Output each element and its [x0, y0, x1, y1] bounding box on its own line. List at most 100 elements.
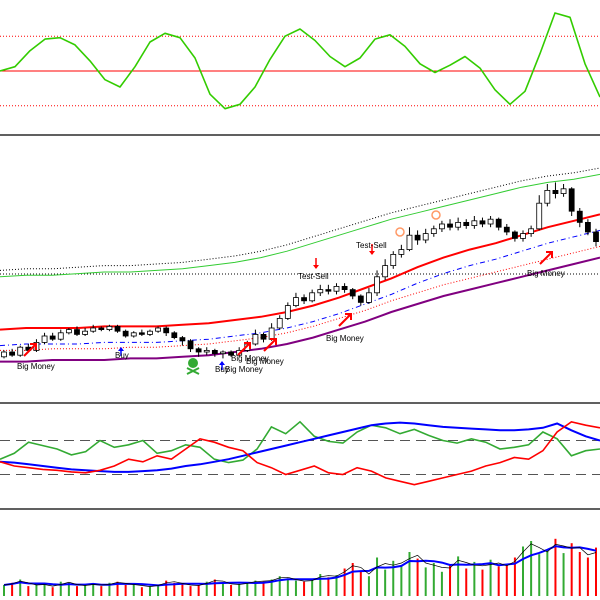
candle-body [398, 249, 405, 255]
candle-body [301, 297, 307, 302]
annotation-label: Test-Sell [356, 241, 387, 250]
arrow-head [369, 251, 375, 255]
arrow-head [546, 251, 553, 258]
indicator-green-line [0, 420, 600, 464]
candle-body [187, 340, 194, 350]
annotation-label: Buy [115, 351, 129, 360]
candle-body [333, 285, 340, 292]
candle-body [98, 327, 105, 331]
arrow-shaft [237, 342, 251, 356]
buy-signal-arrow [539, 251, 553, 265]
candle-body [593, 231, 599, 242]
oscillator-line [0, 12, 600, 110]
candle-body [357, 295, 364, 303]
candle-body [171, 332, 178, 338]
candle-body [430, 228, 437, 235]
candle-body [9, 351, 16, 356]
candle-body [1, 351, 7, 358]
candle-body [179, 337, 186, 342]
candle-body [439, 223, 445, 230]
annotation-label: Big Money [527, 269, 565, 278]
arrow-head [219, 361, 225, 365]
volume-pane [3, 538, 597, 596]
blue-dashed-band [0, 229, 600, 347]
candle-body [520, 233, 526, 239]
candle-body [560, 188, 567, 195]
indicator-pane [0, 420, 600, 486]
candle-body [228, 351, 234, 356]
candle-body [487, 218, 494, 225]
candle-body [260, 333, 267, 340]
skull-icon [186, 358, 200, 375]
arrow-shaft [23, 343, 37, 357]
annotation-label: Big Money [231, 354, 269, 363]
buy-signal-arrow [338, 313, 352, 327]
purple-band-line [0, 256, 600, 363]
candle-body [276, 317, 283, 329]
annotation-label: Test-Sell [298, 272, 329, 281]
candle-body [536, 202, 543, 230]
candle-body [552, 189, 559, 194]
candle-body [82, 330, 88, 335]
candle-body [463, 221, 470, 226]
candle-body [495, 218, 502, 228]
buy-marker-arrow [118, 347, 124, 356]
arrow-head [345, 313, 352, 320]
candle-body [57, 332, 64, 340]
candle-body [366, 292, 372, 303]
candle-body [422, 233, 429, 241]
candle-body [155, 327, 161, 332]
buy-signal-arrow [237, 342, 251, 356]
candle-body [455, 221, 462, 228]
candle-body [471, 220, 478, 227]
candle-body [220, 351, 226, 355]
candle-body [382, 265, 389, 278]
annotation-label: Big Money [246, 357, 284, 366]
candle-body [74, 329, 80, 335]
candle-body [114, 325, 121, 332]
arrow-head [244, 342, 251, 349]
candle-body [414, 234, 421, 241]
green-band-line [0, 173, 600, 278]
candle-body [349, 289, 356, 297]
candle-body [252, 333, 259, 345]
candle-body [284, 305, 291, 319]
candle-body [41, 335, 48, 343]
annotation-label: Big Money [17, 362, 55, 371]
candle-body [576, 210, 583, 223]
candle-body [325, 289, 332, 292]
arrow-shaft [338, 313, 352, 327]
candle-body [195, 348, 202, 353]
buy-signal-arrow [263, 338, 277, 352]
candle-body [528, 228, 535, 235]
candle-body [390, 253, 397, 266]
candle-body [584, 221, 591, 233]
candle-body [17, 346, 24, 356]
candle-body [512, 231, 518, 239]
candle-body [211, 349, 218, 354]
candle-body [568, 188, 575, 212]
arrow-shaft [539, 251, 553, 265]
red-dotted-band [0, 245, 600, 351]
sell-signal-arrow [369, 244, 375, 255]
red-band-line [0, 213, 600, 331]
oscillator-pane [0, 12, 600, 110]
candle-body [203, 349, 210, 353]
candle-body [90, 327, 97, 332]
candle-body [122, 330, 129, 337]
arrow-head [118, 347, 124, 351]
candle-body [309, 292, 316, 302]
indicator-red-line [0, 420, 600, 486]
skull-bone [186, 367, 200, 375]
candle-body [406, 234, 413, 250]
sell-signal-arrow [313, 258, 319, 269]
candle-body [138, 332, 145, 335]
arrow-head [30, 343, 37, 350]
candle-body [268, 327, 275, 340]
candle-body [503, 226, 510, 233]
candle-body [147, 330, 153, 335]
candle-body [341, 285, 348, 290]
sell-zone-icon [431, 210, 441, 220]
